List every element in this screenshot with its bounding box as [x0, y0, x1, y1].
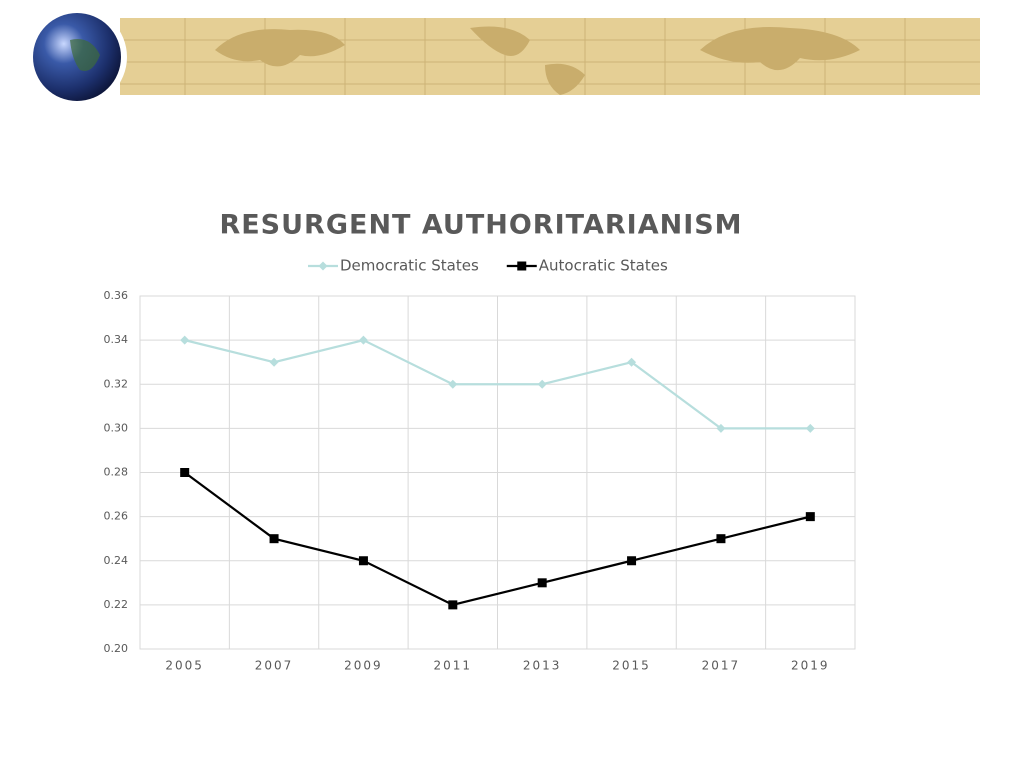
banner-continents [215, 26, 860, 95]
y-tick-label: 0.24 [104, 554, 129, 567]
chart-title: RESURGENT AUTHORITARIANISM [219, 210, 742, 241]
y-tick-label: 0.30 [104, 421, 129, 434]
y-tick-label: 0.26 [104, 510, 129, 523]
x-tick-label: 2017 [702, 659, 741, 673]
data-point [448, 600, 458, 610]
data-point [269, 534, 279, 544]
y-tick-label: 0.32 [104, 377, 129, 390]
series-line [184, 338, 811, 430]
data-point [537, 578, 547, 588]
data-point [358, 335, 368, 345]
y-tick-label: 0.36 [104, 289, 129, 302]
data-point [716, 534, 726, 544]
data-point [180, 335, 190, 345]
data-point [805, 423, 815, 433]
x-tick-label: 2019 [791, 659, 830, 673]
data-point [448, 379, 458, 389]
y-tick-label: 0.22 [104, 598, 129, 611]
x-tick-label: 2015 [612, 659, 651, 673]
y-tick-label: 0.20 [104, 642, 129, 655]
legend-marker [318, 261, 328, 271]
data-point [627, 556, 637, 566]
header-banner [27, 7, 980, 107]
y-tick-label: 0.34 [104, 333, 129, 346]
x-tick-label: 2005 [165, 659, 204, 673]
series-line [184, 471, 811, 607]
y-tick-label: 0.28 [104, 466, 129, 479]
data-point [627, 357, 637, 367]
data-point [716, 423, 726, 433]
data-point [269, 357, 279, 367]
data-point [805, 512, 815, 522]
globe-land [70, 39, 100, 71]
data-point [537, 379, 547, 389]
legend-label: Democratic States [340, 257, 479, 275]
x-tick-label: 2013 [523, 659, 562, 673]
x-tick-label: 2007 [255, 659, 294, 673]
x-tick-label: 2011 [434, 659, 473, 673]
x-tick-label: 2009 [344, 659, 383, 673]
data-point [180, 468, 190, 477]
data-point [358, 556, 368, 566]
legend-marker [517, 261, 527, 271]
legend-label: Autocratic States [539, 257, 668, 275]
